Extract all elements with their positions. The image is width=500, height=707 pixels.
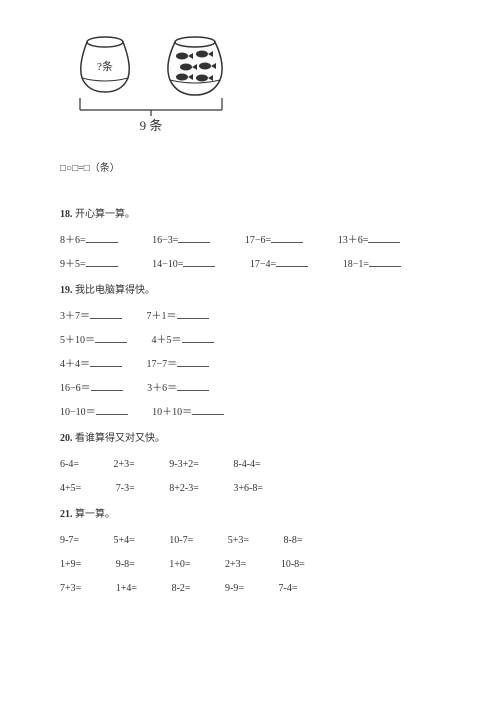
q19-title: 我比电脑算得快。 — [75, 285, 155, 296]
left-bowl: ?条 — [81, 37, 129, 92]
total-label: 9 条 — [140, 118, 163, 133]
q21-title: 算一算。 — [75, 509, 115, 520]
left-bowl-label: ?条 — [97, 59, 113, 73]
q20-number: 20. — [60, 433, 73, 444]
q20-row: 4+5= 7-3= 8+2-3= 3+6-8= — [60, 480, 440, 498]
equation-template: □○□=□（条） — [60, 160, 440, 178]
q21-row: 7+3= 1+4= 8-2= 9-9= 7-4= — [60, 580, 440, 598]
q19-row: 3＋7＝ 7＋1＝ — [60, 308, 440, 326]
q18-title: 开心算一算。 — [75, 209, 135, 220]
q19-number: 19. — [60, 285, 73, 296]
q19-row: 16−6＝ 3＋6＝ — [60, 380, 440, 398]
q21-number: 21. — [60, 509, 73, 520]
q20-row: 6-4= 2+3= 9-3+2= 8-4-4= — [60, 456, 440, 474]
q19-row: 10−10＝ 10＋10＝ — [60, 404, 440, 422]
q21-row: 9-7= 5+4= 10-7= 5+3= 8-8= — [60, 532, 440, 550]
q18-number: 18. — [60, 209, 73, 220]
q21-row: 1+9= 9-8= 1+0= 2+3= 10-8= — [60, 556, 440, 574]
question-19: 19. 我比电脑算得快。 3＋7＝ 7＋1＝ 5＋10＝ 4＋5＝ 4＋4＝ 1… — [60, 282, 440, 422]
question-18: 18. 开心算一算。 8＋6= 16−3= 17−6= 13＋6= 9＋5= 1… — [60, 206, 440, 274]
fish-bowl-figure: ?条 9 条 — [60, 30, 440, 140]
question-20: 20. 看谁算得又对又快。 6-4= 2+3= 9-3+2= 8-4-4= 4+… — [60, 430, 440, 498]
q18-row: 9＋5= 14−10= 17−4= 18−1= — [60, 256, 440, 274]
question-21: 21. 算一算。 9-7= 5+4= 10-7= 5+3= 8-8= 1+9= … — [60, 506, 440, 598]
q19-row: 4＋4＝ 17−7＝ — [60, 356, 440, 374]
right-bowl — [168, 37, 222, 95]
q18-row: 8＋6= 16−3= 17−6= 13＋6= — [60, 232, 440, 250]
q20-title: 看谁算得又对又快。 — [75, 433, 165, 444]
bracket — [80, 98, 222, 116]
q19-row: 5＋10＝ 4＋5＝ — [60, 332, 440, 350]
